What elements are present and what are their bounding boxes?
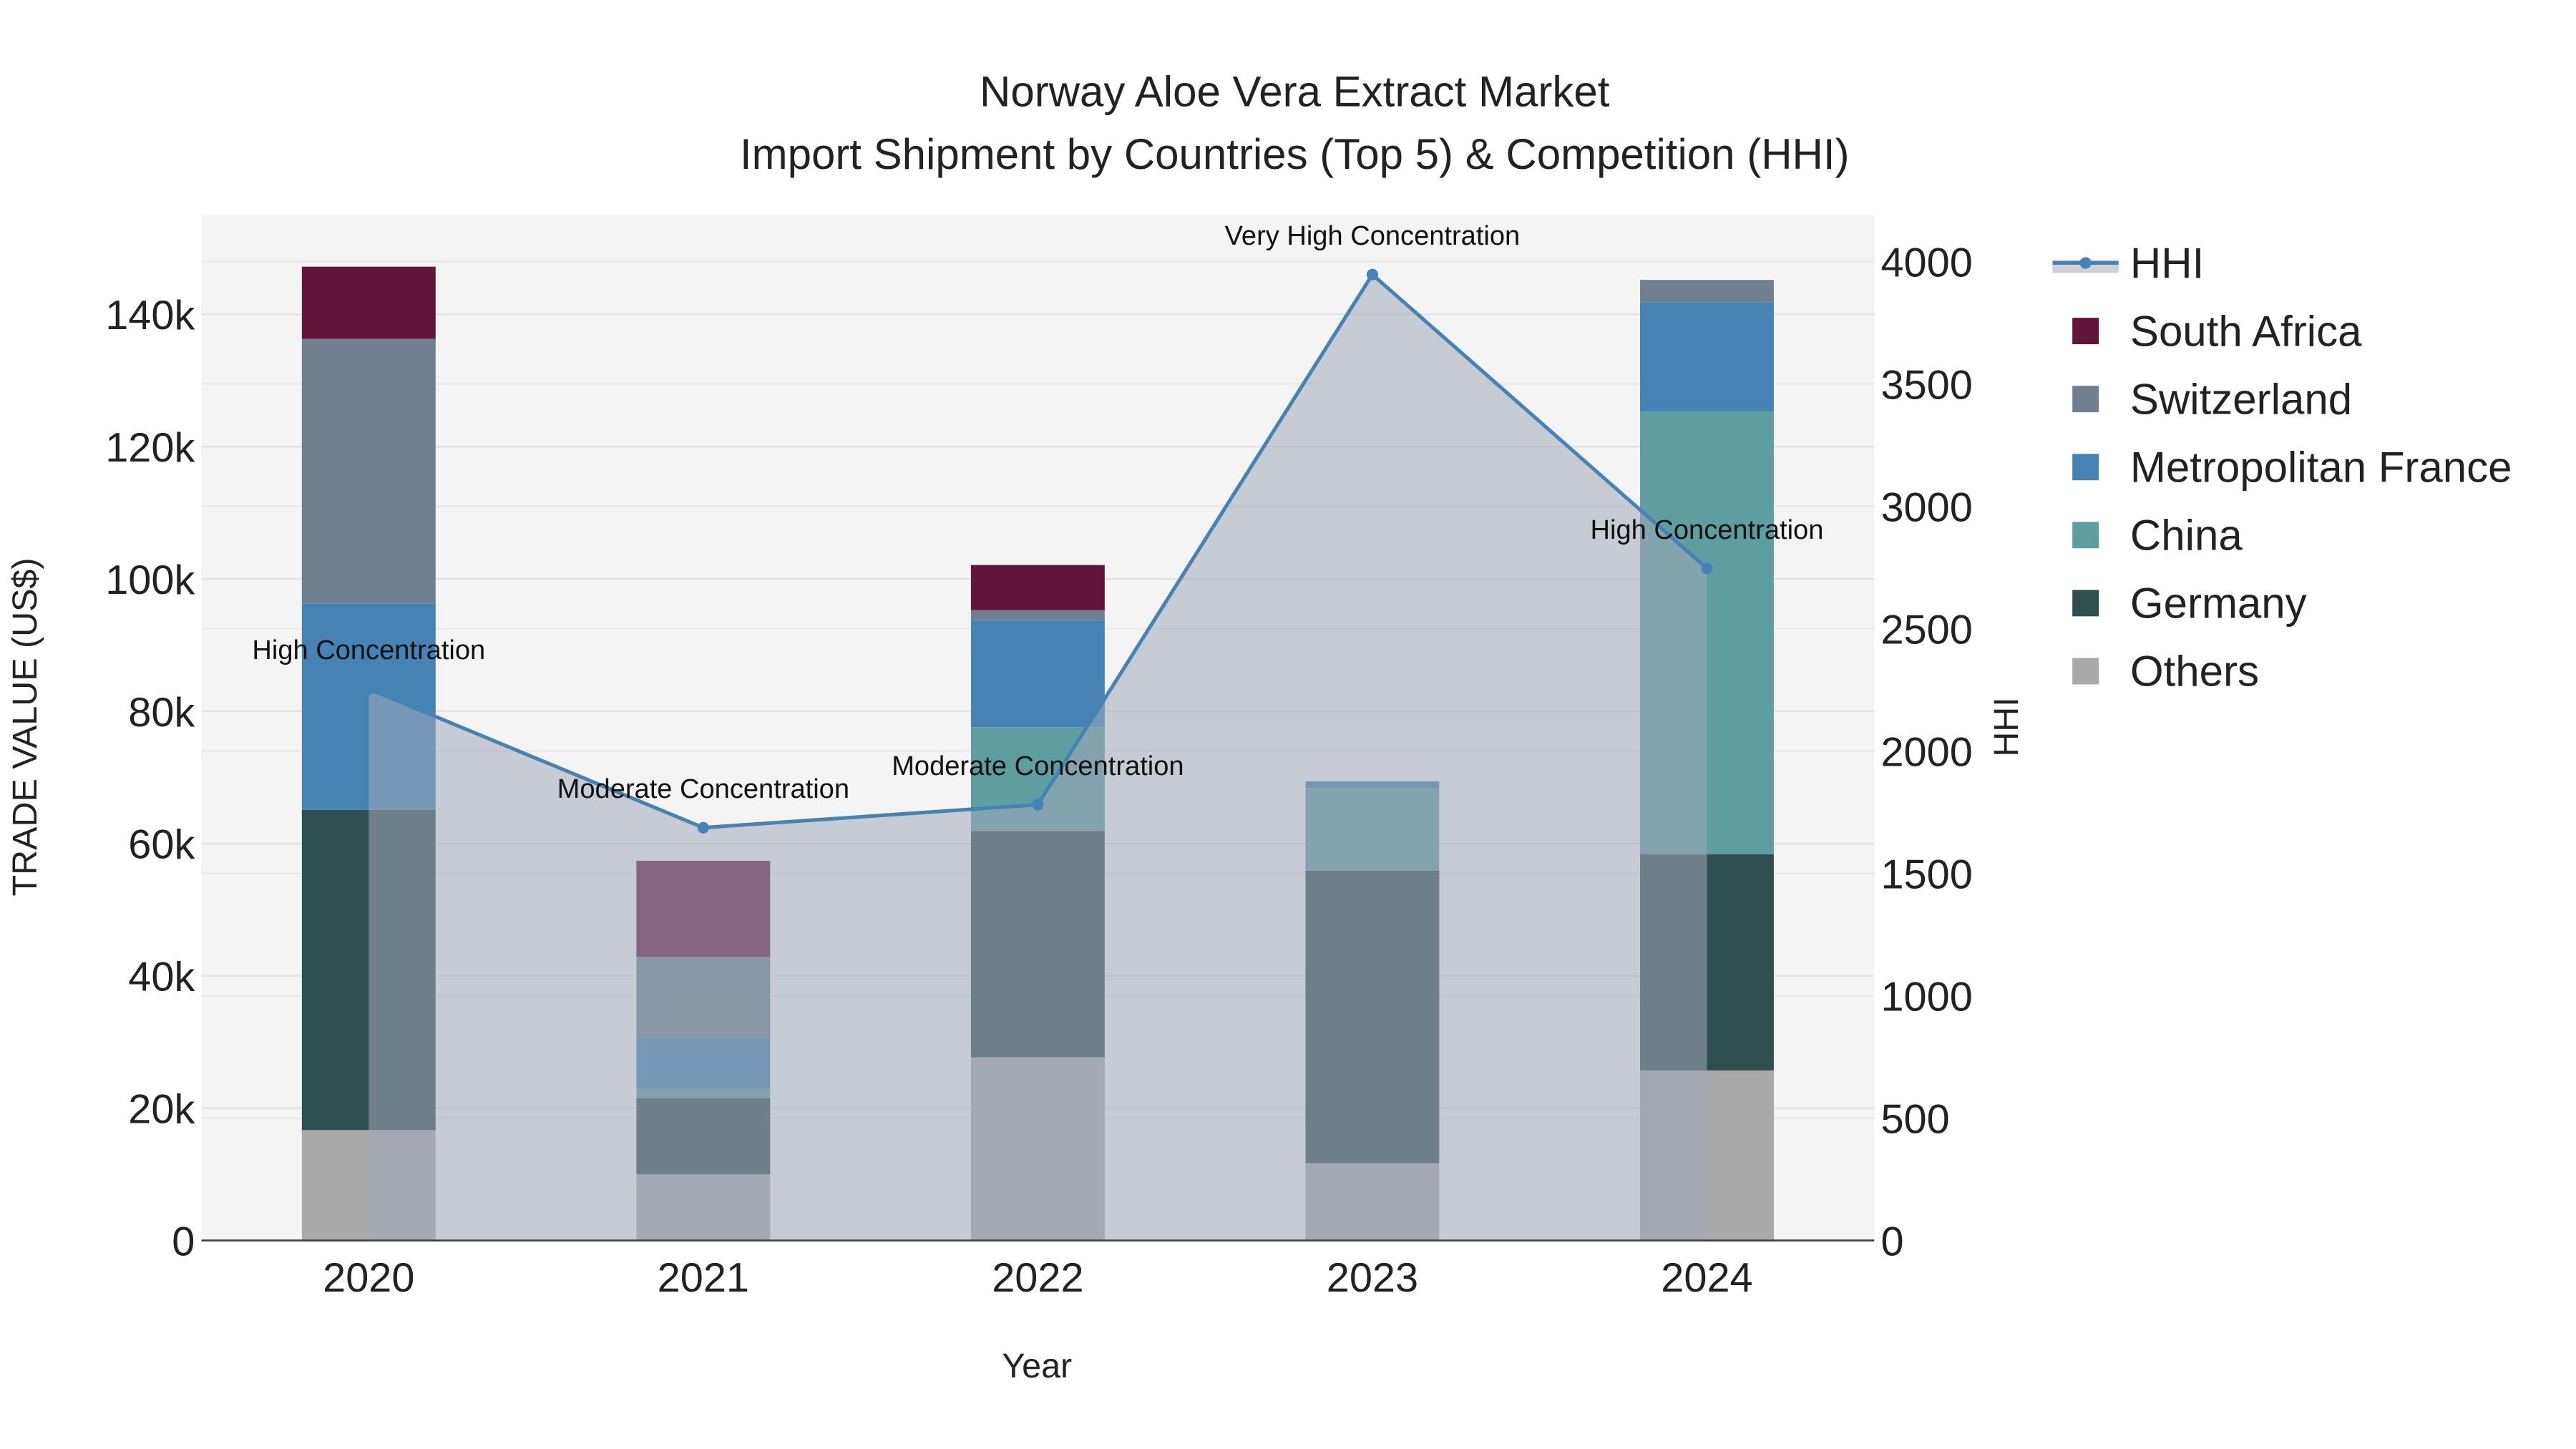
y2-tick-label: 3000 bbox=[1880, 484, 1972, 530]
y2-tick-label: 3500 bbox=[1880, 362, 1972, 408]
legend-label: South Africa bbox=[2130, 307, 2362, 355]
legend-swatch-germany bbox=[2072, 590, 2099, 617]
hhi-annotation: High Concentration bbox=[252, 635, 485, 665]
y2-tick-label: 4000 bbox=[1880, 240, 1972, 286]
y2-tick-label: 2500 bbox=[1880, 607, 1972, 653]
bar-switzerland bbox=[301, 338, 436, 604]
y2-tick-label: 1000 bbox=[1880, 974, 1972, 1020]
x-tick-label: 2024 bbox=[1661, 1255, 1752, 1301]
legend-label: China bbox=[2130, 512, 2243, 560]
legend-swatch-others bbox=[2072, 658, 2099, 685]
hhi-annotation: Moderate Concentration bbox=[892, 751, 1184, 781]
y2-tick-label: 2000 bbox=[1880, 729, 1972, 775]
legend-swatch-metropolitan-france bbox=[2072, 454, 2099, 481]
y-tick-label: 80k bbox=[128, 690, 195, 736]
hhi-point bbox=[697, 821, 709, 834]
y-tick-label: 0 bbox=[172, 1219, 195, 1264]
y2-axis-title: HHI bbox=[1987, 697, 2026, 756]
x-axis-title: Year bbox=[1002, 1347, 1072, 1385]
x-tick-label: 2023 bbox=[1327, 1255, 1418, 1301]
hhi-point bbox=[1032, 799, 1044, 811]
hhi-point bbox=[363, 683, 375, 695]
legend-swatch-switzerland bbox=[2072, 386, 2099, 413]
bar-south-africa bbox=[970, 565, 1105, 610]
chart-title: Norway Aloe Vera Extract Market bbox=[980, 67, 1610, 115]
legend: HHI South Africa Switzerland Metropolitan F… bbox=[2052, 239, 2512, 696]
hhi-layer: High Concentration Moderate Concentration… bbox=[252, 221, 1823, 1241]
axes: 0 20k 40k 60k 80k 100k 120k 140k 0 500 1000 1500 200… bbox=[105, 240, 1973, 1301]
y2-tick-label: 1500 bbox=[1880, 852, 1972, 897]
y-tick-label: 20k bbox=[128, 1087, 195, 1133]
y-axis-title: TRADE VALUE (US$) bbox=[6, 557, 44, 896]
x-tick-label: 2020 bbox=[323, 1255, 414, 1301]
x-tick-label: 2022 bbox=[992, 1255, 1083, 1301]
y-tick-label: 140k bbox=[105, 293, 195, 338]
bar-metropolitan-france bbox=[1640, 302, 1774, 412]
bar-switzerland bbox=[1640, 280, 1774, 303]
y-tick-label: 100k bbox=[105, 557, 195, 603]
hhi-annotation: Moderate Concentration bbox=[557, 774, 849, 804]
legend-label: Germany bbox=[2130, 580, 2307, 628]
hhi-annotation: High Concentration bbox=[1591, 515, 1824, 545]
legend-swatch-south-africa bbox=[2072, 318, 2099, 345]
y-tick-label: 120k bbox=[105, 425, 195, 471]
legend-label: Others bbox=[2130, 648, 2259, 696]
hhi-point bbox=[1366, 268, 1378, 280]
legend-marker-hhi bbox=[2079, 257, 2092, 269]
legend-label: Metropolitan France bbox=[2130, 444, 2512, 492]
hhi-annotation: Very High Concentration bbox=[1225, 221, 1521, 251]
bar-switzerland bbox=[970, 610, 1105, 621]
y-tick-label: 60k bbox=[128, 822, 195, 868]
bar-south-africa bbox=[301, 266, 436, 339]
bar-metropolitan-france bbox=[970, 620, 1105, 728]
y-tick-label: 40k bbox=[128, 955, 195, 1000]
hhi-point bbox=[1701, 562, 1713, 575]
hhi-area bbox=[369, 274, 1707, 1241]
y2-tick-label: 0 bbox=[1880, 1219, 1903, 1264]
legend-label: Switzerland bbox=[2130, 375, 2352, 423]
legend-label: HHI bbox=[2130, 239, 2204, 287]
x-tick-label: 2021 bbox=[658, 1255, 749, 1301]
y2-tick-label: 500 bbox=[1880, 1096, 1949, 1142]
legend-swatch-china bbox=[2072, 522, 2099, 549]
chart-subtitle: Import Shipment by Countries (Top 5) & C… bbox=[740, 130, 1850, 178]
